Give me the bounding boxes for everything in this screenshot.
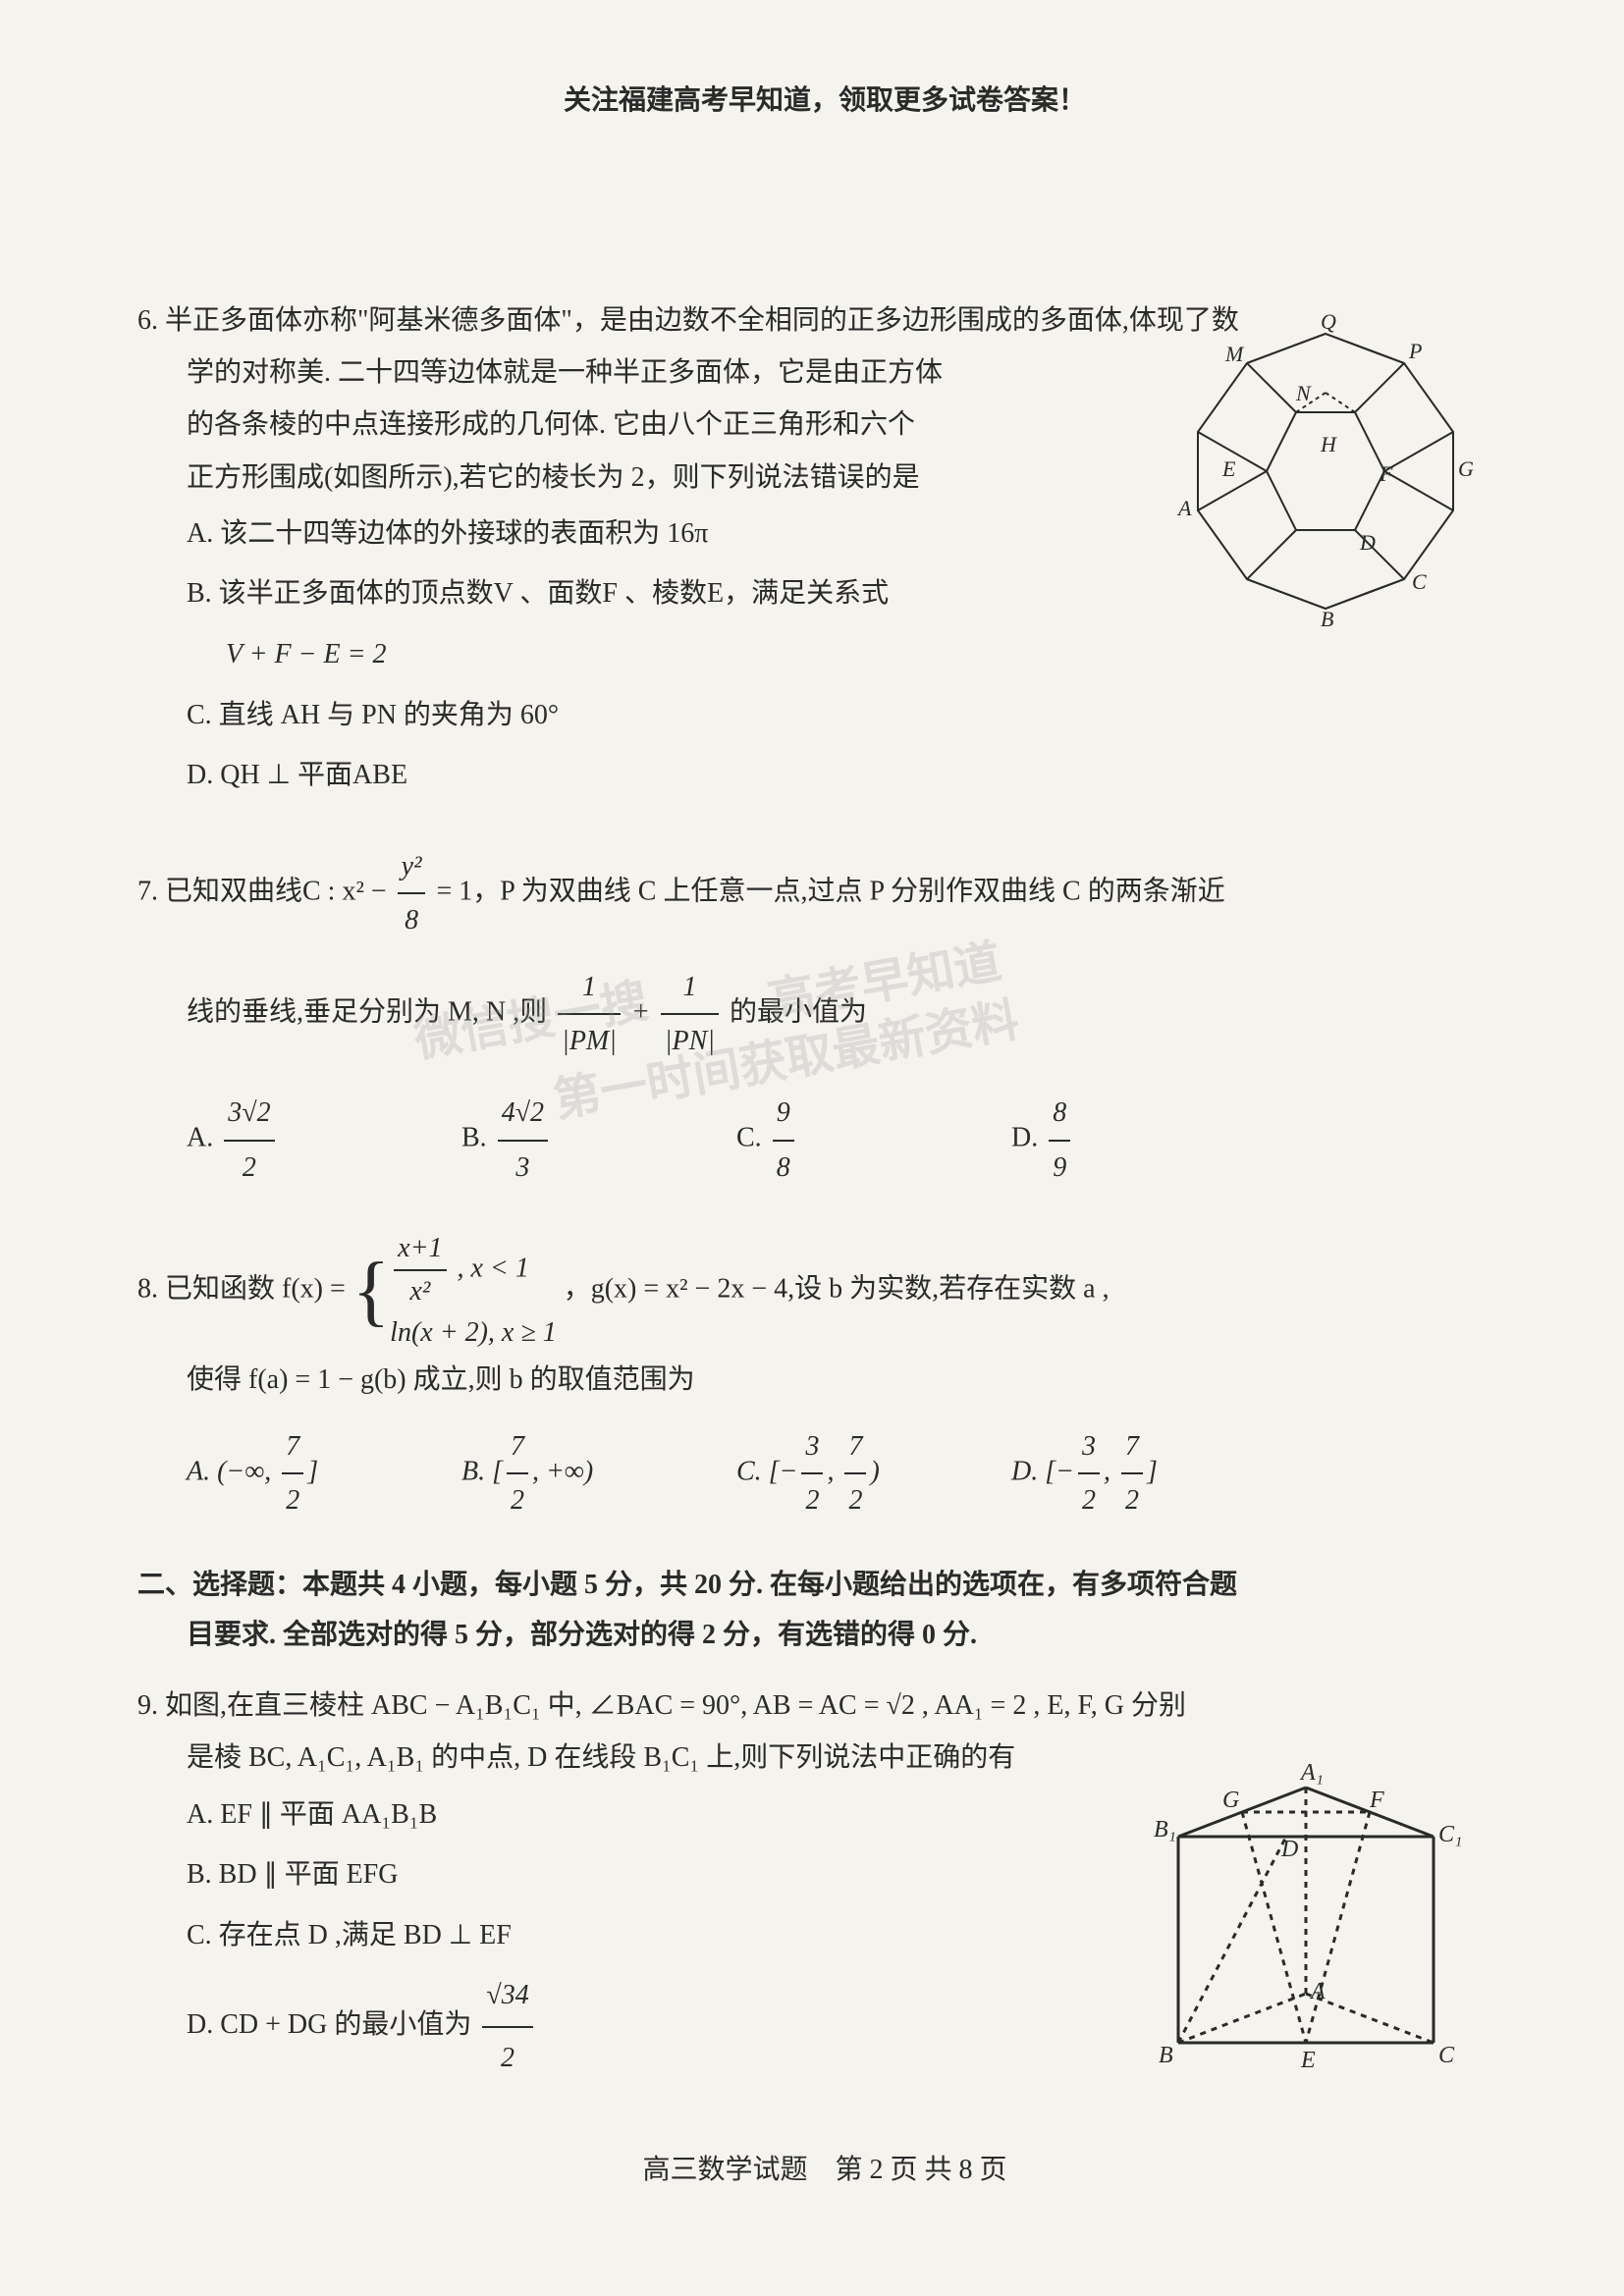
q8-line2: 使得 f(a) = 1 − g(b) 成立,则 b 的取值范围为 xyxy=(137,1354,1512,1406)
question-8: 8. 已知函数 f(x) = { x+1x² , x < 1 ln(x + 2)… xyxy=(137,1228,1512,1527)
q8-option-a: A. (−∞, 72] xyxy=(187,1420,383,1526)
svg-text:Q: Q xyxy=(1321,314,1336,334)
svg-text:C: C xyxy=(1438,2043,1455,2068)
q6-figure: Q P M N G H E F A D C B xyxy=(1168,314,1483,646)
svg-text:D: D xyxy=(1280,1837,1298,1862)
q7-option-c: C. 98 xyxy=(736,1087,933,1193)
svg-text:F: F xyxy=(1379,461,1393,486)
svg-text:B: B xyxy=(1159,2043,1173,2068)
page-header: 关注福建高考早知道，领取更多试卷答案！ xyxy=(137,79,1512,118)
svg-text:N: N xyxy=(1295,381,1312,405)
q8-line1: 8. 已知函数 f(x) = { x+1x² , x < 1 ln(x + 2)… xyxy=(137,1228,1512,1354)
q7-line2: 线的垂线,垂足分别为 M, N ,则 1|PM| + 1|PN| 的最小值为 xyxy=(137,961,1512,1067)
q6-option-d: D. QH ⊥ 平面ABE xyxy=(187,745,1512,806)
svg-text:A₁: A₁ xyxy=(1299,1760,1324,1786)
question-7: 7. 已知双曲线C : x² − y²8 = 1，P 为双曲线 C 上任意一点,… xyxy=(137,840,1512,1194)
svg-text:C: C xyxy=(1412,569,1427,594)
q6-option-c: C. 直线 AH 与 PN 的夹角为 60° xyxy=(187,685,1512,746)
svg-text:D: D xyxy=(1359,530,1376,555)
page-content: 关注福建高考早知道，领取更多试卷答案！ xyxy=(137,79,1512,2187)
svg-text:B₁: B₁ xyxy=(1154,1817,1176,1842)
svg-text:G: G xyxy=(1222,1788,1239,1813)
q8-option-c: C. [−32, 72) xyxy=(736,1420,933,1526)
svg-text:M: M xyxy=(1224,342,1245,366)
q7-line1: 7. 已知双曲线C : x² − y²8 = 1，P 为双曲线 C 上任意一点,… xyxy=(137,840,1512,946)
svg-text:H: H xyxy=(1320,432,1337,456)
question-6: Q P M N G H E F A D C B 6. 半正多面体亦称"阿基米德多… xyxy=(137,294,1512,806)
q9-line1: 9. 如图,在直三棱柱 ABC − A₁B₁C₁ 中, ∠BAC = 90°, … xyxy=(137,1680,1512,1732)
section-2-title: 二、选择题：本题共 4 小题，每小题 5 分，共 20 分. 在每小题给出的选项… xyxy=(137,1561,1512,1660)
q7-option-b: B. 4√23 xyxy=(461,1087,658,1193)
svg-text:P: P xyxy=(1408,339,1422,363)
q8-option-d: D. [−32, 72] xyxy=(1011,1420,1208,1526)
svg-text:A: A xyxy=(1176,496,1192,520)
svg-text:A: A xyxy=(1309,1979,1326,2004)
svg-text:G: G xyxy=(1458,456,1474,481)
svg-text:E: E xyxy=(1221,456,1236,481)
page-footer: 高三数学试题 第 2 页 共 8 页 xyxy=(137,2148,1512,2187)
svg-text:E: E xyxy=(1300,2048,1316,2073)
svg-text:C₁: C₁ xyxy=(1438,1822,1462,1847)
q7-option-a: A. 3√22 xyxy=(187,1087,383,1193)
question-9: A₁ G F B₁ D C₁ A B E C 9. 如图,在直三棱柱 ABC −… xyxy=(137,1680,1512,2088)
q8-option-b: B. [72, +∞) xyxy=(461,1420,658,1526)
q9-figure: A₁ G F B₁ D C₁ A B E C xyxy=(1129,1758,1483,2109)
q7-option-d: D. 89 xyxy=(1011,1087,1208,1193)
svg-text:F: F xyxy=(1369,1788,1384,1813)
svg-text:B: B xyxy=(1321,607,1333,628)
